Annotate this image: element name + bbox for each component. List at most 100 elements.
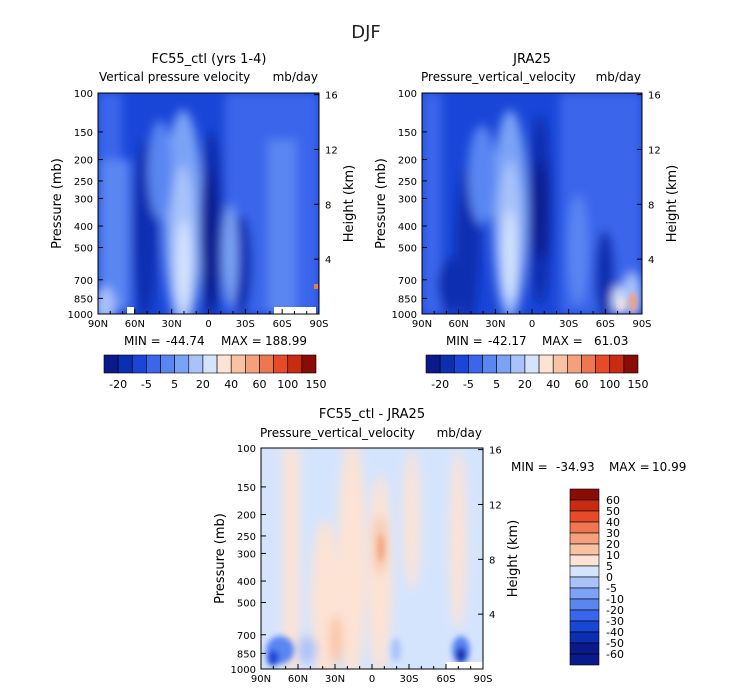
field-name: Pressure_vertical_velocity [421, 70, 576, 84]
x-tick-label: 60N [125, 319, 145, 330]
panel-title: JRA25 [512, 52, 551, 67]
colorbar-swatch [160, 354, 175, 374]
y2-axis-label: Height (km) [342, 165, 357, 242]
colorbar-swatch [569, 598, 600, 611]
colorbar-label: 0 [606, 571, 613, 584]
colorbar-swatch [569, 565, 600, 578]
colorbar-label: 60 [252, 378, 266, 391]
colorbar-swatch [103, 354, 119, 374]
y-axis-label: Pressure (mb) [213, 513, 228, 604]
max-label: MAX = [542, 334, 583, 348]
colorbar-swatch [301, 354, 317, 374]
x-tick-label: 90S [632, 319, 651, 330]
max-label: MAX = [221, 334, 262, 348]
colorbar-swatch [482, 354, 497, 374]
y-tick-label: 850 [398, 294, 417, 305]
x-tick-label: 30S [559, 319, 578, 330]
colorbar-label: 20 [518, 378, 532, 391]
y2-tick-label: 12 [648, 145, 661, 156]
y-tick-label: 200 [237, 511, 256, 522]
x-tick-label: 30N [485, 319, 505, 330]
field-units: mb/day [596, 70, 641, 84]
y2-axis-label: Height (km) [506, 520, 521, 597]
y2-tick-label: 4 [325, 255, 331, 266]
colorbar-label: 50 [606, 505, 620, 518]
contour-field [98, 93, 319, 314]
colorbar-swatch [569, 488, 600, 501]
y-tick-label: 850 [237, 649, 256, 660]
colorbar-label: 5 [606, 560, 613, 573]
colorbar-label: -40 [606, 626, 624, 639]
y2-tick-label: 12 [489, 500, 502, 511]
min-value: -44.74 [166, 334, 205, 348]
y-tick-label: 250 [398, 177, 417, 188]
x-tick-label: 0 [205, 319, 211, 330]
min-label: MIN = [446, 334, 483, 348]
colorbar-swatch [174, 354, 190, 374]
colorbar-swatch [131, 354, 147, 374]
x-tick-label: 60S [596, 319, 615, 330]
colorbar: -20 -5 5 20 40 60 100 150 [425, 354, 649, 391]
y-tick-label: 1000 [392, 310, 417, 321]
colorbar-swatch [425, 354, 441, 374]
colorbar-swatch [287, 354, 303, 374]
field-units: mb/day [437, 426, 482, 440]
colorbar-swatch [230, 354, 246, 374]
colorbar-swatch [552, 354, 568, 374]
panel-difference: FC55_ctl - JRA25 Pressure_vertical_veloc… [213, 407, 686, 685]
colorbar-label: 5 [171, 378, 178, 391]
y-axis-label: Pressure (mb) [50, 158, 65, 249]
x-tick-label: 30N [162, 319, 182, 330]
colorbar-swatch [468, 354, 483, 374]
y-tick-label: 1000 [231, 665, 256, 676]
panel-title: FC55_ctl - JRA25 [319, 407, 425, 422]
x-tick-label: 60N [288, 674, 308, 685]
min-value: -34.93 [556, 460, 595, 474]
colorbar-label: 60 [606, 494, 620, 507]
y2-tick-label: 4 [489, 610, 495, 621]
y-tick-label: 150 [398, 128, 417, 139]
colorbar-swatch [439, 354, 455, 374]
colorbar-swatch [510, 354, 526, 374]
colorbar-label: 30 [606, 527, 620, 540]
min-label: MIN = [511, 460, 548, 474]
axes: 100 150 200 250 300 400 500 700 850 1000 16 12 8 4 90N… [374, 89, 680, 330]
colorbar-label: 40 [546, 378, 560, 391]
colorbar-label: 5 [493, 378, 500, 391]
colorbar-label: 100 [599, 378, 620, 391]
y-tick-label: 150 [74, 128, 93, 139]
colorbar-swatch [569, 620, 600, 633]
y-tick-label: 200 [74, 156, 93, 167]
colorbar-label: 40 [606, 516, 620, 529]
y-tick-label: 400 [398, 222, 417, 233]
colorbar-swatch [569, 532, 600, 545]
colorbar-swatch [259, 354, 274, 374]
colorbar-swatch [595, 354, 611, 374]
colorbar-label: 60 [574, 378, 588, 391]
colorbar-label: -20 [606, 604, 624, 617]
x-tick-label: 30N [325, 674, 345, 685]
axes: 100 150 200 250 300 400 500 700 850 1000 16 12 8 4 90N… [213, 444, 521, 685]
colorbar-label: -60 [606, 648, 624, 661]
contour-field [261, 448, 483, 669]
max-value: 61.03 [594, 334, 628, 348]
colorbar-swatch [569, 653, 600, 666]
x-tick-label: 90S [309, 319, 328, 330]
x-tick-label: 30S [399, 674, 418, 685]
max-label: MAX = [609, 460, 650, 474]
colorbar-label: -30 [606, 615, 624, 628]
y-tick-label: 300 [74, 194, 93, 205]
colorbar-label: 20 [196, 378, 210, 391]
x-tick-label: 0 [529, 319, 535, 330]
colorbar-swatch [623, 354, 639, 374]
colorbar: -20 -5 5 20 40 60 100 150 [103, 354, 327, 391]
colorbar-label: -5 [141, 378, 152, 391]
colorbar-swatch [567, 354, 582, 374]
y-tick-label: 100 [398, 89, 417, 100]
y-axis-label: Pressure (mb) [374, 158, 389, 249]
colorbar-swatch [569, 554, 600, 567]
y-tick-label: 500 [398, 243, 417, 254]
colorbar-swatch [188, 354, 204, 374]
colorbar-swatch [569, 609, 600, 622]
y-tick-label: 100 [74, 89, 93, 100]
